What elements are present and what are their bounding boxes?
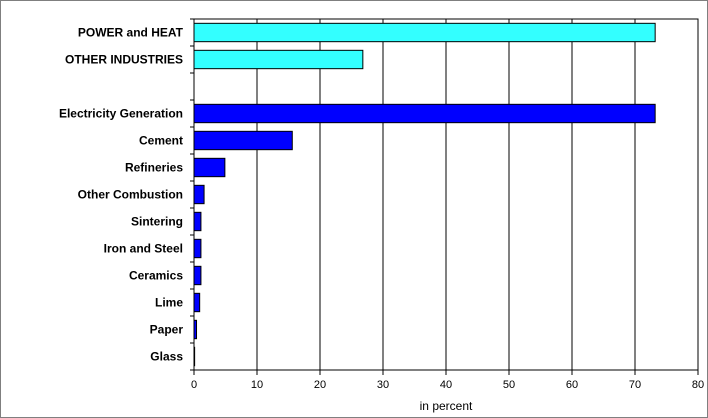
category-label: POWER and HEAT [78,26,184,40]
x-axis-title: in percent [420,399,473,413]
gridlines [190,18,699,375]
bar-other-combustion [193,184,205,205]
bar-lime [193,292,201,313]
category-label: Other Combustion [78,188,183,202]
x-tick-label: 80 [692,379,704,391]
bar-sintering [193,211,202,232]
bar-ceramics [193,265,202,286]
bar-other-industries [193,49,364,70]
category-label: Ceramics [129,269,183,283]
bars [193,22,656,367]
category-label: Glass [150,350,183,364]
x-tick-label: 30 [377,379,389,391]
x-tick-label: 10 [251,379,263,391]
category-label: Iron and Steel [104,242,183,256]
category-labels: POWER and HEAT OTHER INDUSTRIES Electricit… [59,26,184,364]
bar-iron-and-steel [193,238,202,259]
category-label: Paper [150,323,184,337]
x-tick-label: 20 [314,379,326,391]
plot-area [193,18,699,371]
bar-power-and-heat [193,22,656,43]
x-tick-label: 50 [503,379,515,391]
x-tick-label: 70 [629,379,641,391]
category-label: OTHER INDUSTRIES [65,53,183,67]
x-tick-label: 0 [191,379,197,391]
bar-refineries [193,157,226,178]
x-tick-label: 60 [566,379,578,391]
category-label: Cement [139,134,183,148]
category-label: Sintering [131,215,183,229]
category-label: Electricity Generation [59,107,183,121]
x-tick-label: 40 [440,379,452,391]
x-tick-labels: 0 10 20 30 40 50 60 70 80 [191,379,704,391]
bar-cement [193,130,293,151]
category-label: Refineries [125,161,183,175]
bar-electricity-generation [193,103,656,124]
category-label: Lime [155,296,183,310]
